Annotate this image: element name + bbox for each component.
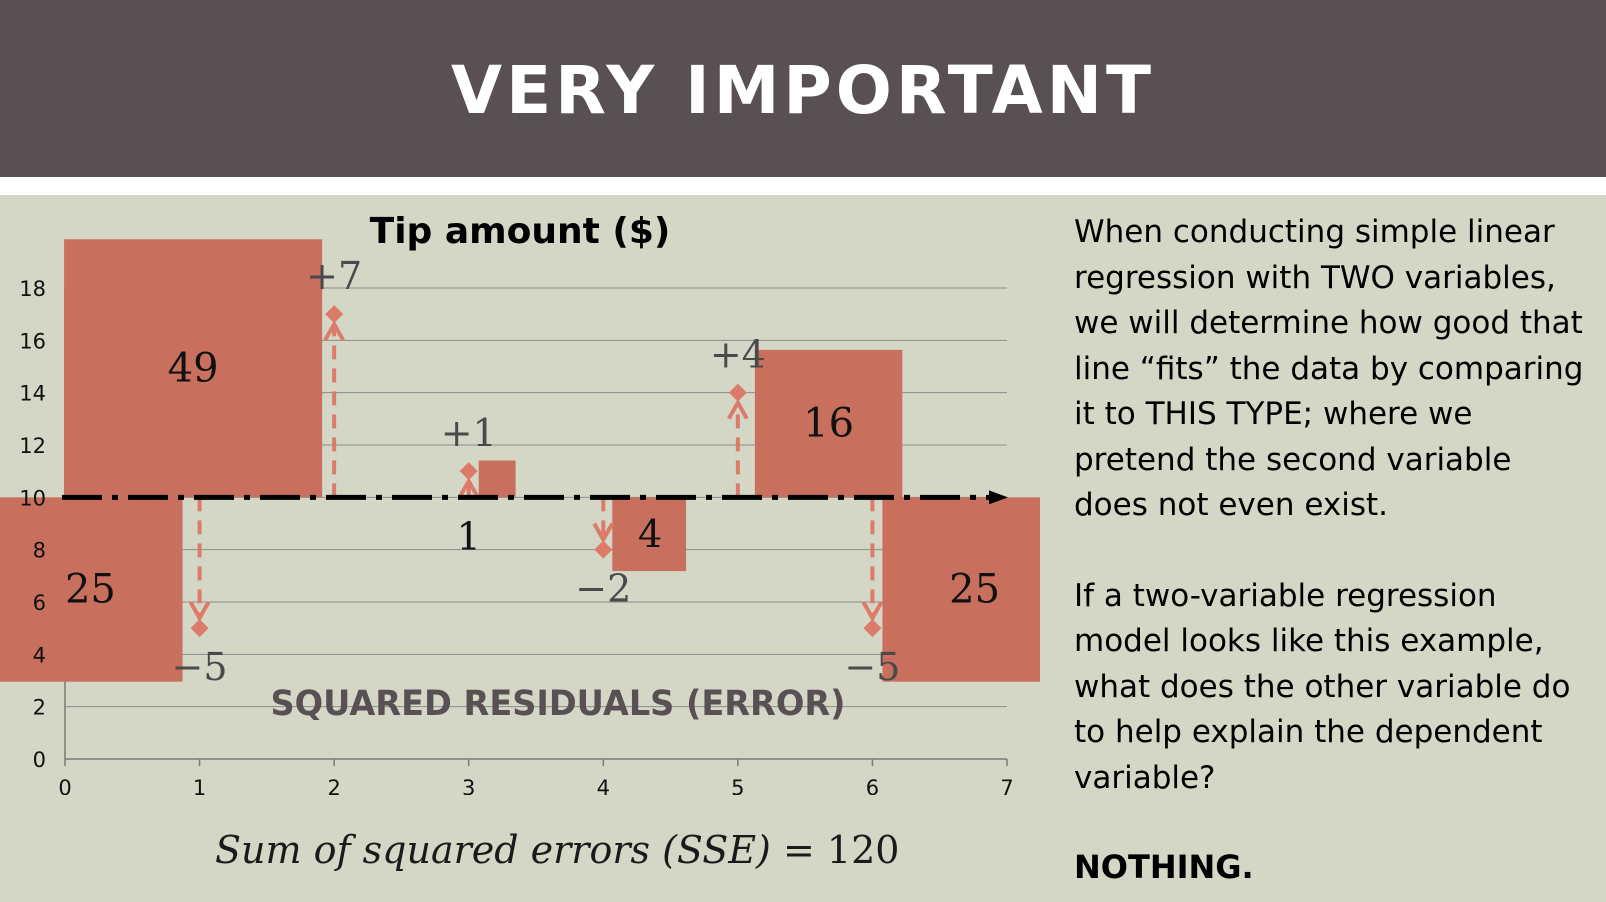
x-tick-label: 3 — [462, 776, 475, 795]
overlay-label: SQUARED RESIDUALS (ERROR) — [271, 684, 846, 724]
squared-residual-label: 25 — [65, 567, 116, 613]
residual-arrow — [457, 477, 480, 499]
explanation-text: When conducting simple linear regression… — [1074, 210, 1594, 801]
x-tick-label: 2 — [327, 776, 340, 795]
squared-residual-box — [612, 497, 687, 572]
y-tick-label: 2 — [33, 696, 46, 720]
y-tick-label: 8 — [33, 539, 46, 563]
slide-title: VERY IMPORTANT — [451, 52, 1155, 129]
squared-residual-box — [64, 239, 323, 498]
y-tick-label: 4 — [33, 643, 46, 667]
data-point — [863, 619, 882, 638]
sse-equation: Sum of squared errors (SSE) = 120 — [215, 828, 915, 872]
squared-residual-label: 4 — [638, 512, 662, 556]
residual-label: +4 — [710, 333, 766, 377]
squared-residual-box — [754, 349, 903, 498]
header-divider — [0, 177, 1606, 195]
residual-label: −2 — [575, 567, 631, 611]
residual-label: −5 — [844, 645, 900, 689]
x-tick-label: 4 — [597, 776, 610, 795]
y-tick-label: 16 — [19, 329, 46, 353]
x-tick-label: 6 — [866, 776, 879, 795]
answer-text: NOTHING. — [1074, 848, 1254, 886]
y-tick-label: 10 — [19, 486, 46, 510]
x-tick-label: 1 — [193, 776, 206, 795]
squared-residual-box — [882, 497, 1040, 682]
residual-arrow — [188, 601, 211, 623]
data-point — [459, 462, 478, 481]
x-tick-label: 7 — [1000, 776, 1013, 795]
explanation-paragraph-1: When conducting simple linear regression… — [1074, 214, 1584, 523]
explanation-paragraph-2: If a two-variable regression model looks… — [1074, 577, 1571, 796]
y-tick-label: 18 — [19, 277, 46, 301]
residual-arrow — [861, 601, 884, 623]
residual-arrow — [727, 398, 749, 420]
squared-residual-label: 1 — [457, 514, 481, 558]
data-point — [728, 383, 747, 402]
y-tick-label: 12 — [19, 434, 46, 458]
y-tick-label: 14 — [19, 382, 46, 406]
squared-residual-label: 49 — [168, 345, 219, 391]
squared-residual-box — [478, 460, 516, 498]
data-point — [594, 540, 613, 559]
sse-label: Sum of squared errors (SSE) — [215, 828, 771, 872]
residual-label: +1 — [441, 411, 497, 455]
squared-residual-label: 16 — [803, 401, 854, 447]
sse-value: = 120 — [782, 828, 900, 872]
data-point — [325, 305, 344, 324]
squared-residual-box — [0, 497, 183, 682]
mean-line-arrow — [989, 490, 1008, 505]
squared-residual-label: 25 — [949, 567, 1000, 613]
y-tick-label: 6 — [33, 591, 46, 615]
residual-arrow — [592, 522, 615, 544]
y-tick-label: 0 — [33, 748, 46, 772]
residual-label: −5 — [172, 645, 228, 689]
x-tick-label: 5 — [731, 776, 744, 795]
x-tick-label: 0 — [58, 776, 71, 795]
residual-label: +7 — [306, 254, 362, 298]
chart-title: Tip amount ($) — [370, 211, 671, 252]
residual-arrow — [323, 320, 345, 342]
data-point — [190, 619, 209, 638]
slide-header: VERY IMPORTANT — [0, 0, 1606, 177]
